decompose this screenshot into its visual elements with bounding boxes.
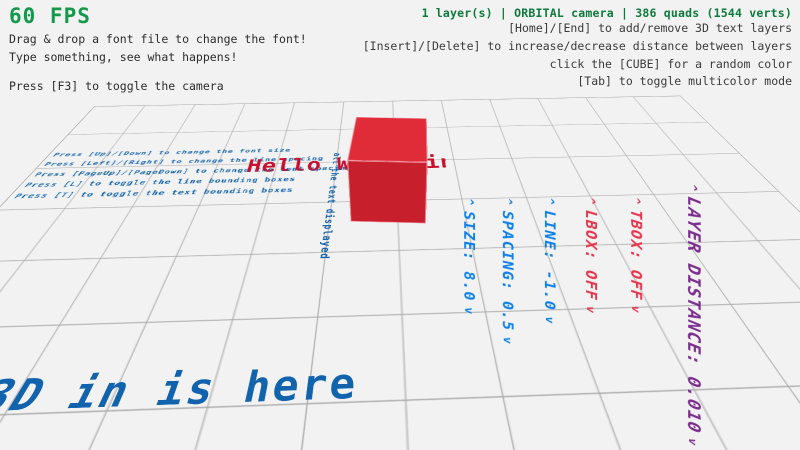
readout-stack: ^ LBOX: OFF v: [582, 195, 600, 316]
readout-label: SPACING: 0.5: [499, 208, 517, 333]
right-hint-line: [Insert]/[Delete] to increase/decrease d…: [362, 38, 792, 53]
camera-hint: Press [F3] to toggle the camera: [9, 78, 224, 93]
readout-stack: ^ TBOX: OFF v: [627, 194, 645, 315]
fps-counter: 60 FPS: [9, 4, 91, 28]
cube-face-top: [347, 117, 428, 163]
readout-size: ^ SIZE: 8.0 v: [460, 197, 478, 316]
right-hint-line: click the [CUBE] for a random color: [549, 56, 792, 71]
readout-arrow-up[interactable]: ^: [501, 196, 515, 207]
readout-layer-distance: ^ LAYER DISTANCE: 0.010 v: [683, 180, 703, 449]
readout-stack: ^ LAYER DISTANCE: 0.010 v: [683, 180, 703, 449]
right-hint-line: [Home]/[End] to add/remove 3D text layer…: [508, 21, 792, 35]
hint-line: Type something, see what happens!: [9, 49, 238, 64]
readout-tbox: ^ TBOX: OFF v: [627, 194, 645, 315]
readout-stack: ^ LINE: -1.0 v: [541, 196, 559, 326]
hud-spacer: [9, 67, 307, 78]
hud-left: 60 FPS Drag & drop a font file to change…: [9, 4, 307, 95]
status-line: 1 layer(s) | ORBITAL camera | 386 quads …: [421, 6, 792, 20]
cube-face-back: [347, 160, 428, 224]
readout-label: LBOX: OFF: [582, 207, 600, 303]
readout-spacing: ^ SPACING: 0.5 v: [499, 196, 517, 345]
readout-line: ^ LINE: -1.0 v: [541, 196, 559, 326]
readout-label: LAYER DISTANCE: 0.010: [683, 192, 703, 437]
readout-arrow-up[interactable]: ^: [462, 197, 476, 207]
readout-stack: ^ SIZE: 8.0 v: [460, 197, 478, 316]
readout-stack: ^ SPACING: 0.5 v: [499, 196, 517, 345]
readout-lbox: ^ LBOX: OFF v: [582, 195, 600, 316]
right-hint-line: [Tab] to toggle multicolor mode: [577, 74, 792, 89]
floor-help-text: Press [Up]/[Down] to change the font siz…: [9, 145, 354, 203]
readout-label: LINE: -1.0: [541, 208, 559, 313]
hud-hints: Drag & drop a font file to change the fo…: [9, 31, 307, 95]
hud-right: 1 layer(s) | ORBITAL camera | 386 quads …: [363, 6, 792, 91]
red-cube[interactable]: [347, 117, 428, 224]
right-hints: [Home]/[End] to add/remove 3D text layer…: [363, 20, 792, 91]
readout-label: TBOX: OFF: [627, 206, 645, 303]
hint-line: Drag & drop a font file to change the fo…: [9, 32, 307, 46]
readout-label: SIZE: 8.0: [460, 209, 478, 303]
